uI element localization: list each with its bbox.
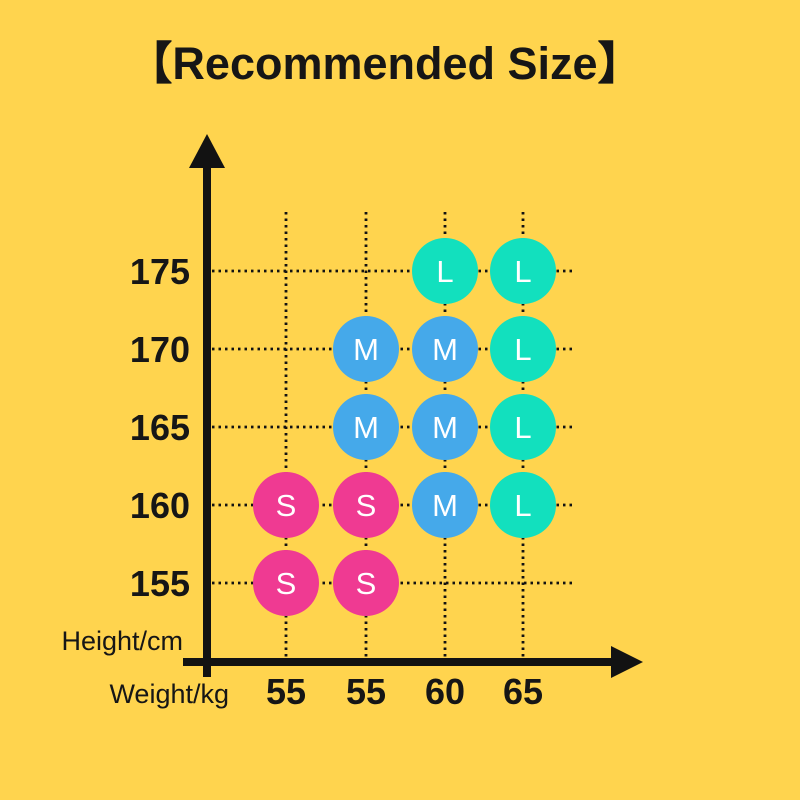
size-point-l-circle: [490, 472, 556, 538]
x-tick-label: 65: [503, 671, 543, 712]
size-point-label: S: [356, 488, 377, 523]
size-point-m-circle: [412, 316, 478, 382]
y-tick-label: 155: [130, 563, 190, 604]
size-point-label: L: [514, 488, 531, 523]
size-point-s-circle: [253, 472, 319, 538]
size-point-label: L: [436, 254, 453, 289]
size-point-s-circle: [333, 550, 399, 616]
x-axis-title: Weight/kg: [109, 679, 229, 709]
size-point-l-circle: [412, 238, 478, 304]
size-point-label: M: [353, 332, 379, 367]
size-point-label: M: [432, 488, 458, 523]
y-tick-label: 175: [130, 251, 190, 292]
size-point-m-circle: [412, 394, 478, 460]
x-tick-label: 55: [266, 671, 306, 712]
size-points: L L M M L M M L S S M L S S: [253, 238, 556, 616]
y-tick-label: 170: [130, 329, 190, 370]
x-tick-label: 60: [425, 671, 465, 712]
size-point-label: L: [514, 332, 531, 367]
x-axis-arrow-icon: [611, 646, 643, 678]
y-tick-label: 160: [130, 485, 190, 526]
size-point-label: S: [356, 566, 377, 601]
size-point-label: M: [432, 332, 458, 367]
size-point-s-circle: [253, 550, 319, 616]
size-point-m-circle: [333, 394, 399, 460]
chart-title: 【Recommended Size】: [127, 38, 642, 89]
y-tick-label: 165: [130, 407, 190, 448]
size-point-label: M: [432, 410, 458, 445]
y-axis-arrow-icon: [189, 134, 225, 168]
x-tick-label: 55: [346, 671, 386, 712]
size-point-s-circle: [333, 472, 399, 538]
size-point-m-circle: [412, 472, 478, 538]
tick-labels: 175 170 165 160 155 55 55 60 65: [130, 251, 543, 712]
y-axis-title: Height/cm: [61, 626, 183, 656]
size-point-label: S: [276, 488, 297, 523]
axes: [183, 134, 643, 678]
size-point-l-circle: [490, 394, 556, 460]
size-point-m-circle: [333, 316, 399, 382]
size-point-label: L: [514, 254, 531, 289]
size-point-label: S: [276, 566, 297, 601]
size-point-label: M: [353, 410, 379, 445]
size-point-label: L: [514, 410, 531, 445]
size-point-l-circle: [490, 316, 556, 382]
size-point-l-circle: [490, 238, 556, 304]
